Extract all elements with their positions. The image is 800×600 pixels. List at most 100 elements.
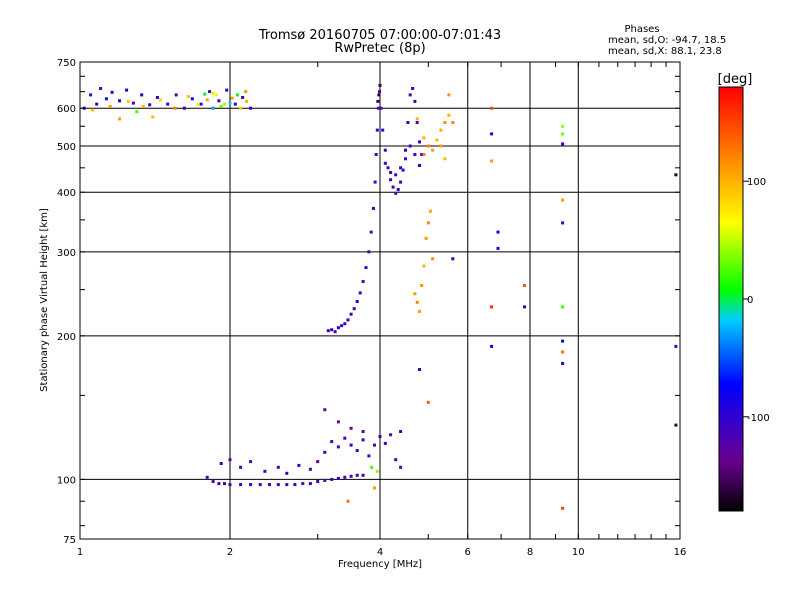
echo-point	[182, 106, 186, 110]
echo-point	[408, 93, 412, 97]
echo-point	[422, 153, 426, 156]
echo-point	[285, 483, 289, 487]
echo-point	[378, 83, 382, 87]
echo-point	[394, 173, 398, 177]
echo-point	[151, 115, 155, 119]
echo-point	[223, 482, 226, 486]
echo-point	[415, 300, 419, 304]
echo-point	[361, 473, 365, 477]
echo-point	[326, 329, 330, 333]
echo-point	[199, 102, 203, 106]
x-tick-label: 8	[527, 547, 533, 558]
echo-point	[418, 164, 421, 167]
echo-point	[391, 185, 395, 189]
y-tick-labels: 75 100 200 300 400 500 600 750	[57, 58, 76, 546]
echo-point	[415, 121, 419, 124]
echo-point	[418, 140, 421, 144]
echo-point	[135, 110, 139, 114]
echo-point	[674, 173, 678, 177]
y-tick-label: 500	[57, 142, 76, 153]
echo-point	[496, 230, 500, 234]
echo-point	[396, 188, 400, 192]
echo-point	[377, 93, 381, 97]
echo-point	[439, 128, 443, 132]
echo-point	[346, 318, 350, 322]
echo-point	[228, 458, 232, 462]
echo-point	[383, 148, 387, 152]
echo-point	[333, 330, 337, 334]
echo-point	[355, 473, 359, 477]
echo-point	[561, 124, 565, 128]
echo-point	[490, 305, 494, 309]
echo-point	[411, 87, 415, 90]
echo-points	[82, 83, 678, 510]
echo-point	[490, 344, 494, 348]
echo-point	[249, 483, 253, 487]
echo-point	[394, 191, 398, 195]
echo-point	[148, 103, 152, 107]
phases-x-mode: mean, sd,X: 88.1, 23.8	[608, 46, 722, 57]
echo-point	[413, 153, 417, 156]
y-tick-label: 75	[63, 535, 76, 546]
echo-point	[336, 445, 340, 449]
echo-point	[166, 102, 170, 106]
echo-point	[245, 99, 249, 103]
echo-point	[422, 264, 426, 268]
echo-point	[104, 97, 108, 101]
echo-point	[383, 161, 387, 165]
colorbar-tick-label: -100	[747, 413, 770, 424]
echo-point	[490, 106, 494, 110]
echo-point	[496, 246, 500, 250]
echo-point	[118, 117, 121, 121]
echo-point	[375, 469, 379, 473]
echo-point	[233, 102, 237, 106]
echo-point	[239, 465, 243, 469]
echo-point	[276, 483, 280, 487]
echo-point	[399, 430, 403, 433]
echo-point	[308, 467, 312, 471]
echo-point	[364, 266, 368, 270]
echo-point	[268, 483, 271, 487]
echo-point	[426, 221, 430, 225]
colorbar-tick-label: 0	[747, 295, 753, 306]
echo-point	[158, 98, 162, 102]
echo-point	[99, 87, 103, 90]
echo-point	[118, 99, 121, 103]
echo-point	[361, 438, 365, 442]
phases-title: Phases	[624, 24, 659, 35]
echo-point	[249, 106, 253, 110]
echo-point	[447, 113, 451, 117]
echo-point	[239, 106, 243, 110]
x-tick-label: 4	[377, 547, 383, 558]
echo-point	[367, 454, 371, 458]
echo-point	[561, 506, 565, 510]
echo-point	[561, 350, 565, 354]
echo-point	[215, 93, 219, 97]
echo-point	[228, 483, 232, 487]
colorbar-tick-label: 100	[747, 177, 766, 188]
echo-point	[205, 475, 209, 479]
echo-point	[404, 148, 407, 152]
echo-point	[373, 180, 377, 184]
echo-point	[674, 344, 678, 348]
chart-title: Tromsø 20160705 07:00:00-07:01:43	[258, 28, 501, 43]
echo-point	[174, 93, 178, 97]
echo-point	[451, 257, 455, 261]
echo-point	[428, 209, 432, 213]
echo-point	[404, 157, 407, 161]
echo-point	[211, 480, 215, 483]
echo-point	[375, 128, 379, 132]
echo-point	[349, 443, 353, 447]
echo-point	[219, 104, 223, 108]
echo-point	[211, 106, 215, 110]
echo-point	[323, 450, 327, 454]
echo-point	[674, 423, 678, 427]
y-tick-label: 400	[57, 188, 76, 199]
echo-point	[91, 108, 95, 112]
echo-point	[336, 420, 340, 424]
echo-point	[340, 324, 344, 328]
echo-point	[349, 312, 353, 316]
echo-point	[219, 462, 223, 465]
echo-point	[523, 284, 526, 287]
x-tick-label: 6	[465, 547, 471, 558]
